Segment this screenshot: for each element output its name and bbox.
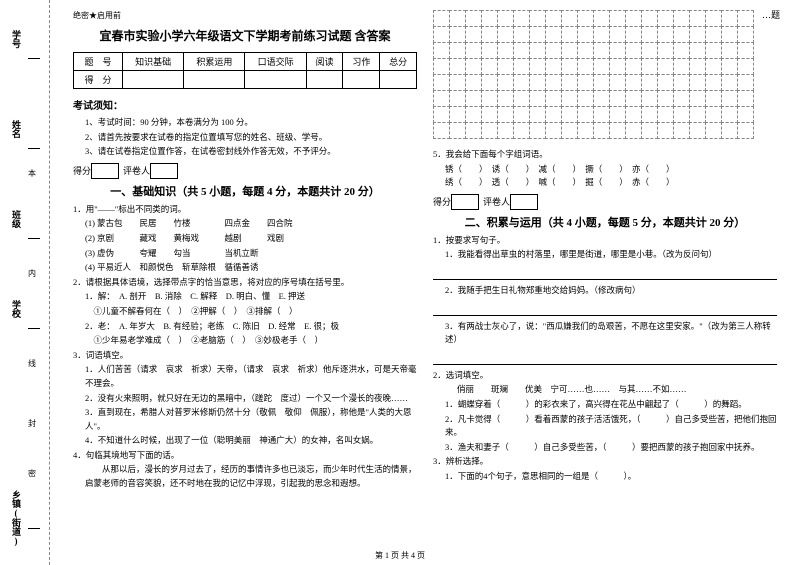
p2q2-line: 1．蝴蝶穿着（ ）的彩衣来了，高兴得在花丛中翩起了（ ）的舞蹈。	[433, 398, 777, 412]
q3-head: 3．词语填空。	[73, 349, 417, 363]
q2-line: ①儿童不解春何在（ ） ②押解（ ） ③排解（ ）	[73, 305, 417, 319]
side-char: 本	[28, 168, 36, 179]
p2q1-line: 2．我随手把生日礼物郑重地交给妈妈。（修改病句）	[433, 284, 777, 298]
q1-head: 1．用"——"标出不同类的词。	[73, 203, 417, 217]
q1-row: (2) 京剧 藏戏 黄梅戏 越剧 戏剧	[73, 232, 417, 246]
p2q3-head: 3．辨析选择。	[433, 455, 777, 469]
q3-line: 4．不知道什么时候，出现了一位（聪明美丽 神通广大）的女神，名叫女娲。	[73, 434, 417, 448]
p2q2-head: 2．选词填空。	[433, 369, 777, 383]
margin-label-town: 乡镇(街道)	[10, 490, 23, 546]
q3-line: 2．没有火来照明，就只好在无边的黑暗中，（蹉跎 度过）一个又一个漫长的夜晚……	[73, 392, 417, 406]
p2q1-line: 3．有两战士灰心了，说："西瓜嫌我们的岛艰苦，不愿在这里安家。"（改为第三人称转…	[433, 320, 777, 347]
exam-title: 宜春市实验小学六年级语文下学期考前练习试题 含答案	[73, 27, 417, 44]
writing-grid	[433, 10, 777, 138]
p2q1-head: 1．按要求写句子。	[433, 234, 777, 248]
side-char: 封	[28, 418, 36, 429]
p2q2-line: 3．渔夫和妻子（ ）自己多受些苦，（ ）要把西蒙的孩子抱回家中抚养。	[433, 441, 777, 455]
table-row: 得 分	[74, 71, 417, 89]
page-footer: 第 1 页 共 4 页	[0, 550, 800, 561]
p2q3-line: 1．下面的4个句子，意思相同的一组是（ ）。	[433, 470, 777, 484]
side-char: 内	[28, 268, 36, 279]
binding-margin: 学号 姓名 本 班级 内 学校 线 封 密 乡镇(街道)	[0, 0, 50, 565]
notice-head: 考试须知：	[73, 97, 417, 112]
answer-line	[433, 351, 777, 365]
margin-label-id: 学号	[10, 30, 23, 48]
margin-label-school: 学校	[10, 300, 23, 318]
part2-title: 二、积累与运用（共 4 小题，每题 5 分，本题共计 20 分）	[433, 214, 777, 230]
left-column: 绝密★启用前 宜春市实验小学六年级语文下学期考前练习试题 含答案 题 号 知识基…	[65, 10, 425, 560]
score-box: 得分 评卷人	[433, 194, 777, 210]
part1-title: 一、基础知识（共 5 小题，每题 4 分，本题共计 20 分）	[73, 183, 417, 199]
corner-label: …题	[762, 8, 780, 21]
q4-line: 从那以后，漫长的岁月过去了，经历的事情许多也已淡忘，而少年时代生活的情景，启蒙老…	[73, 463, 417, 490]
answer-line	[433, 302, 777, 316]
score-box: 得分 评卷人	[73, 163, 417, 179]
notice-item: 2、请首先按要求在试卷的指定位置填写您的姓名、班级、学号。	[73, 131, 417, 145]
q2-line: 2．老： A. 年岁大 B. 有经验；老练 C. 陈旧 D. 经常 E. 很；极	[73, 320, 417, 334]
q4-head: 4．句临其境地写下面的话。	[73, 449, 417, 463]
q2-head: 2．请根据具体语境，选择带点字的恰当意思，将对应的序号填在括号里。	[73, 276, 417, 290]
q3-line: 3．直到现在，希腊人对普罗米修斯仍然十分（敬佩 敬仰 佩服），称他是"人类的大恩…	[73, 406, 417, 433]
p2q2-line: 2．凡卡觉得（ ）看着西蒙的孩子活活饿死，（ ）自己多受些苦，把他们抱回来。	[433, 413, 777, 440]
q2-line: 1．解： A. 剖开 B. 消除 C. 解释 D. 明白、懂 E. 押送	[73, 290, 417, 304]
right-column: 5．我会给下面每个字组词语。 锈（ ） 诱（ ） 减（ ） 撅（ ） 亦（ ） …	[425, 10, 785, 560]
side-char: 线	[28, 358, 36, 369]
margin-label-name: 姓名	[10, 120, 23, 138]
table-row: 题 号 知识基础 积累运用 口语交际 阅读 习作 总分	[74, 53, 417, 71]
q5-line: 锈（ ） 诱（ ） 减（ ） 撅（ ） 亦（ ） 绣（ ） 透（ ） 喊（ ） …	[433, 163, 777, 190]
score-table: 题 号 知识基础 积累运用 口语交际 阅读 习作 总分 得 分	[73, 52, 417, 89]
side-char: 密	[28, 468, 36, 479]
notice-item: 3、请在试卷指定位置作答，在试卷密封线外作答无效，不予评分。	[73, 145, 417, 159]
q1-row: (4) 平易近人 和颜悦色 斩草除根 循循善诱	[73, 261, 417, 275]
q2-line: ①少年易老学难成（ ） ②老脑筋（ ） ③妙极老手（ ）	[73, 334, 417, 348]
q5-head: 5．我会给下面每个字组词语。	[433, 148, 777, 162]
p2q1-line: 1．我能看得出草虫的村落里，哪里是街道，哪里是小巷。（改为反问句）	[433, 248, 777, 262]
p2q2-words: 俏丽 斑斓 优美 宁可……也…… 与其……不如……	[433, 383, 777, 397]
q3-line: 1．人们苦苦（请求 哀求 祈求）天帝，（请求 哀求 祈求）他斥逐洪水，可是天帝毫…	[73, 363, 417, 390]
answer-line	[433, 266, 777, 280]
q1-row: (1) 蒙古包 民居 竹楼 四点金 四合院	[73, 217, 417, 231]
q1-row: (3) 虚伪 夸耀 勾当 当机立断	[73, 247, 417, 261]
margin-label-class: 班级	[10, 210, 23, 228]
confidential-label: 绝密★启用前	[73, 10, 417, 21]
notice-item: 1、考试时间：90 分钟，本卷满分为 100 分。	[73, 116, 417, 130]
